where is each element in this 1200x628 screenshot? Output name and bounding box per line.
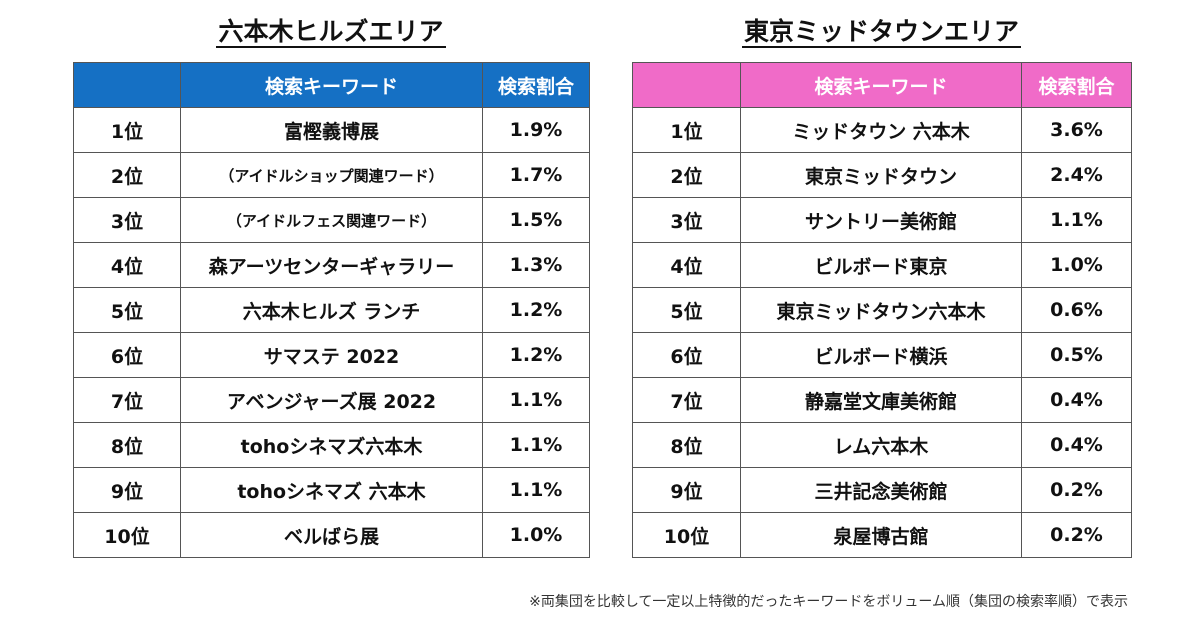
table-row: 3位 サントリー美術館 1.1%: [632, 197, 1132, 243]
rank-cell: 5位: [632, 287, 741, 333]
keyword-cell: tohoシネマズ 六本木: [180, 467, 483, 513]
rank-cell: 3位: [632, 197, 741, 243]
tokyo-midtown-table: 検索キーワード 検索割合 1位 ミッドタウン 六本木 3.6% 2位 東京ミッドタウン…: [632, 62, 1132, 558]
keyword-header: 検索キーワード: [180, 62, 483, 108]
ratio-cell: 1.1%: [482, 377, 590, 423]
keyword-cell: 泉屋博古館: [740, 512, 1022, 558]
rank-cell: 8位: [632, 422, 741, 468]
table-row: 2位 東京ミッドタウン 2.4%: [632, 152, 1132, 198]
keyword-cell: 六本木ヒルズ ランチ: [180, 287, 483, 333]
ratio-cell: 0.2%: [1021, 512, 1132, 558]
ratio-header: 検索割合: [1021, 62, 1132, 108]
rank-cell: 9位: [73, 467, 181, 513]
ratio-cell: 0.4%: [1021, 377, 1132, 423]
rank-cell: 1位: [73, 107, 181, 153]
table-row: 4位 森アーツセンターギャラリー 1.3%: [73, 242, 590, 288]
table-row: 8位 レム六本木 0.4%: [632, 422, 1132, 468]
table-header-row: 検索キーワード 検索割合: [632, 62, 1132, 108]
rank-cell: 6位: [73, 332, 181, 378]
ratio-cell: 0.5%: [1021, 332, 1132, 378]
ratio-cell: 1.2%: [482, 287, 590, 333]
table-row: 1位 富樫義博展 1.9%: [73, 107, 590, 153]
keyword-cell: 三井記念美術館: [740, 467, 1022, 513]
rank-cell: 6位: [632, 332, 741, 378]
ratio-cell: 1.7%: [482, 152, 590, 198]
ratio-header: 検索割合: [482, 62, 590, 108]
table-row: 5位 六本木ヒルズ ランチ 1.2%: [73, 287, 590, 333]
table-row: 8位 tohoシネマズ六本木 1.1%: [73, 422, 590, 468]
keyword-cell: 東京ミッドタウン: [740, 152, 1022, 198]
table-row: 9位 tohoシネマズ 六本木 1.1%: [73, 467, 590, 513]
table-row: 1位 ミッドタウン 六本木 3.6%: [632, 107, 1132, 153]
keyword-cell: 東京ミッドタウン六本木: [740, 287, 1022, 333]
table-row: 9位 三井記念美術館 0.2%: [632, 467, 1132, 513]
rank-cell: 3位: [73, 197, 181, 243]
keyword-cell: サントリー美術館: [740, 197, 1022, 243]
keyword-cell: ビルボード東京: [740, 242, 1022, 288]
keyword-cell: 静嘉堂文庫美術館: [740, 377, 1022, 423]
keyword-cell: tohoシネマズ六本木: [180, 422, 483, 468]
ratio-cell: 1.1%: [482, 422, 590, 468]
ratio-cell: 1.0%: [1021, 242, 1132, 288]
rank-cell: 9位: [632, 467, 741, 513]
keyword-header: 検索キーワード: [740, 62, 1022, 108]
tokyo-midtown-title: 東京ミッドタウンエリア: [741, 17, 1021, 48]
ratio-cell: 3.6%: [1021, 107, 1132, 153]
tokyo-midtown-panel: 東京ミッドタウンエリア 検索キーワード 検索割合 1位 ミッドタウン 六本木 3.6…: [632, 14, 1132, 558]
keyword-cell: ミッドタウン 六本木: [740, 107, 1022, 153]
keyword-cell: ベルばら展: [180, 512, 483, 558]
table-row: 10位 ベルばら展 1.0%: [73, 512, 590, 558]
ratio-cell: 1.9%: [482, 107, 590, 153]
rank-cell: 7位: [73, 377, 181, 423]
keyword-cell: アベンジャーズ展 2022: [180, 377, 483, 423]
rank-cell: 7位: [632, 377, 741, 423]
rank-cell: 1位: [632, 107, 741, 153]
keyword-cell: 森アーツセンターギャラリー: [180, 242, 483, 288]
ratio-cell: 1.1%: [482, 467, 590, 513]
rank-cell: 10位: [73, 512, 181, 558]
table-row: 3位 （アイドルフェス関連ワード） 1.5%: [73, 197, 590, 243]
rank-header: [632, 62, 741, 108]
table-row: 6位 ビルボード横浜 0.5%: [632, 332, 1132, 378]
rank-cell: 5位: [73, 287, 181, 333]
ratio-cell: 0.6%: [1021, 287, 1132, 333]
rank-cell: 4位: [632, 242, 741, 288]
ratio-cell: 1.2%: [482, 332, 590, 378]
rank-header: [73, 62, 181, 108]
table-row: 5位 東京ミッドタウン六本木 0.6%: [632, 287, 1132, 333]
rank-cell: 4位: [73, 242, 181, 288]
keyword-cell: サマステ 2022: [180, 332, 483, 378]
rank-cell: 2位: [73, 152, 181, 198]
table-header-row: 検索キーワード 検索割合: [73, 62, 590, 108]
roppongi-hills-panel: 六本木ヒルズエリア 検索キーワード 検索割合 1位 富樫義博展 1.9% 2位 （アイ…: [73, 14, 590, 558]
ratio-cell: 0.4%: [1021, 422, 1132, 468]
table-row: 6位 サマステ 2022 1.2%: [73, 332, 590, 378]
keyword-cell: （アイドルショップ関連ワード）: [180, 152, 483, 198]
table-row: 7位 静嘉堂文庫美術館 0.4%: [632, 377, 1132, 423]
ratio-cell: 1.5%: [482, 197, 590, 243]
table-row: 7位 アベンジャーズ展 2022 1.1%: [73, 377, 590, 423]
rank-cell: 10位: [632, 512, 741, 558]
keyword-cell: （アイドルフェス関連ワード）: [180, 197, 483, 243]
roppongi-hills-table: 検索キーワード 検索割合 1位 富樫義博展 1.9% 2位 （アイドルショップ関連ワー…: [73, 62, 590, 558]
table-row: 10位 泉屋博古館 0.2%: [632, 512, 1132, 558]
keyword-cell: ビルボード横浜: [740, 332, 1022, 378]
ratio-cell: 1.0%: [482, 512, 590, 558]
keyword-cell: レム六本木: [740, 422, 1022, 468]
ratio-cell: 1.3%: [482, 242, 590, 288]
ratio-cell: 2.4%: [1021, 152, 1132, 198]
ratio-cell: 1.1%: [1021, 197, 1132, 243]
rank-cell: 2位: [632, 152, 741, 198]
table-row: 2位 （アイドルショップ関連ワード） 1.7%: [73, 152, 590, 198]
keyword-cell: 富樫義博展: [180, 107, 483, 153]
ratio-cell: 0.2%: [1021, 467, 1132, 513]
rank-cell: 8位: [73, 422, 181, 468]
table-row: 4位 ビルボード東京 1.0%: [632, 242, 1132, 288]
footnote: ※両集団を比較して一定以上特徴的だったキーワードをボリューム順（集団の検索率順）…: [529, 594, 1128, 610]
roppongi-hills-title: 六本木ヒルズエリア: [216, 17, 446, 48]
